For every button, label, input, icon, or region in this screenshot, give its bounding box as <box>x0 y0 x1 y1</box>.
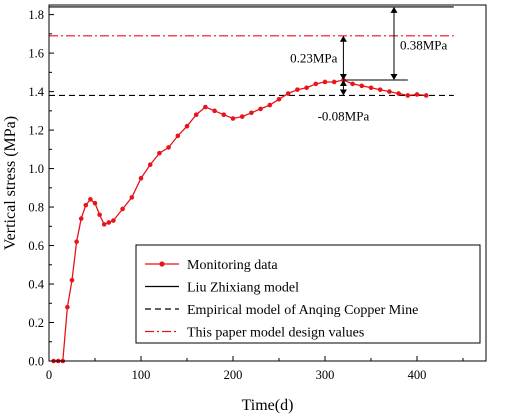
data-point <box>203 104 208 110</box>
data-point <box>74 239 79 244</box>
data-point <box>295 87 300 92</box>
x-tick-label: 0 <box>46 368 52 382</box>
data-point <box>331 79 337 85</box>
data-point <box>368 85 374 91</box>
data-point <box>175 133 181 139</box>
arrow-head <box>339 80 347 87</box>
data-point <box>78 216 84 221</box>
x-tick-label: 400 <box>408 368 427 382</box>
data-point <box>258 106 263 112</box>
data-point <box>147 162 153 168</box>
x-tick-label: 200 <box>224 368 243 382</box>
data-point <box>313 81 319 87</box>
legend-label: Empirical model of Anqing Copper Mine <box>187 303 418 318</box>
y-tick-label: 1.0 <box>28 162 44 176</box>
data-point <box>221 112 227 117</box>
annotation-label: 0.23MPa <box>290 51 338 66</box>
data-point <box>106 220 112 225</box>
legend-label: Monitoring data <box>187 258 278 273</box>
data-point <box>396 91 401 96</box>
x-axis-title: Time(d) <box>242 397 294 414</box>
data-point <box>377 87 383 92</box>
legend-label: Liu Zhixiang model <box>187 281 299 296</box>
data-point <box>387 89 392 94</box>
data-point <box>212 108 217 114</box>
annotation-label: 0.38MPa <box>400 37 448 52</box>
data-point <box>350 81 355 87</box>
data-point <box>230 116 236 121</box>
data-point <box>92 200 98 206</box>
legend-label: This paper model design values <box>187 326 364 341</box>
y-tick-label: 0.0 <box>28 355 44 369</box>
arrow-head <box>339 35 347 42</box>
data-point <box>304 85 309 91</box>
reference-lines <box>49 6 454 97</box>
x-tick-label: 300 <box>316 368 335 382</box>
plot-frame <box>48 4 487 362</box>
data-point <box>138 175 144 181</box>
legend-box <box>135 244 481 344</box>
data-point <box>184 123 190 129</box>
y-tick-label: 0.4 <box>28 278 44 292</box>
y-tick-label: 1.2 <box>28 124 44 138</box>
legend: Monitoring data Liu Zhixiang model Empiric… <box>135 244 481 344</box>
x-tick-label: 100 <box>132 368 151 382</box>
data-point <box>69 277 75 283</box>
y-tick-label: 1.6 <box>28 47 44 61</box>
arrow-head <box>339 89 347 96</box>
data-point <box>193 112 199 117</box>
data-point <box>414 92 420 97</box>
y-tick-label: 1.8 <box>28 8 44 22</box>
data-point <box>88 197 93 202</box>
data-point <box>97 212 102 218</box>
y-axis-ticks: 0.0 0.2 0.4 0.6 0.8 1.0 1.2 1.4 1.6 1.8 <box>28 8 54 369</box>
data-point <box>120 206 125 212</box>
annotations: 0.38MPa 0.23MPa -0.08MPa <box>290 6 448 123</box>
data-point <box>276 96 282 102</box>
data-point <box>65 304 70 310</box>
data-point <box>111 218 116 223</box>
data-point <box>285 91 291 96</box>
data-point <box>322 79 328 85</box>
legend-marker <box>159 261 165 267</box>
data-point <box>239 114 245 119</box>
plot-area: 0.0 0.2 0.4 0.6 0.8 1.0 1.2 1.4 1.6 1.8 0 100 200 30… <box>28 4 487 382</box>
y-tick-label: 1.4 <box>28 85 44 99</box>
y-tick-label: 0.6 <box>28 239 44 253</box>
arrow-head <box>390 74 398 81</box>
data-point <box>83 202 89 208</box>
data-point <box>101 222 107 227</box>
data-point <box>267 102 273 108</box>
data-point <box>129 195 135 200</box>
arrow-head <box>390 6 398 13</box>
data-point <box>359 83 365 89</box>
data-point <box>423 93 429 98</box>
y-axis-title: Vertical stress (MPa) <box>2 116 19 250</box>
arrow-head <box>339 74 347 81</box>
data-point <box>166 145 171 150</box>
x-axis-ticks: 0 100 200 300 400 <box>46 356 464 382</box>
data-point <box>157 150 162 156</box>
annotation-label: -0.08MPa <box>318 108 370 123</box>
data-markers <box>51 77 429 364</box>
y-tick-label: 0.2 <box>28 316 44 330</box>
y-tick-label: 0.8 <box>28 201 44 215</box>
data-point <box>405 93 411 98</box>
data-point <box>249 110 254 116</box>
